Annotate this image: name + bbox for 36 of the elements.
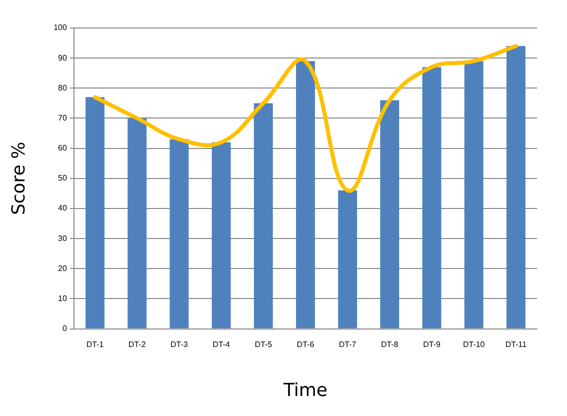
x-tick-label: DT-2 [128,340,146,349]
bar [464,61,484,328]
y-axis-title: Score % [8,142,30,216]
x-tick-label: DT-6 [296,340,315,349]
bar [380,100,400,328]
bar [170,139,189,328]
x-axis-title: Time [282,380,328,401]
x-tick-label: DT-5 [254,340,273,349]
x-tick-label: DT-1 [86,340,104,349]
bar [296,61,315,328]
line-series [92,44,518,193]
bar [422,67,442,328]
y-tick-label: 0 [62,324,68,334]
bar [128,118,147,328]
y-tick-label: 20 [58,264,68,273]
x-tick-label: DT-3 [170,340,188,349]
y-tick-label: 90 [58,53,68,62]
y-tick-label: 50 [58,174,68,183]
bar [506,46,526,328]
y-tick-label: 40 [58,204,68,213]
x-tick-label: DT-11 [505,340,528,349]
bar [338,190,358,328]
y-tick-label: 100 [54,23,68,32]
y-tick-label: 60 [58,144,68,153]
x-tick-label: DT-8 [380,340,399,349]
bar [254,103,273,328]
bar [212,142,231,328]
x-tick-label: DT-7 [338,340,357,349]
x-tick-label: DT-4 [212,340,230,349]
y-tick-label: 80 [58,83,68,92]
bar [86,97,104,328]
x-tick-label: DT-9 [423,340,441,349]
y-tick-label: 10 [58,294,68,303]
y-tick-label: 30 [58,234,68,243]
y-tick-label: 70 [58,113,68,122]
x-tick-label: DT-10 [462,340,486,349]
